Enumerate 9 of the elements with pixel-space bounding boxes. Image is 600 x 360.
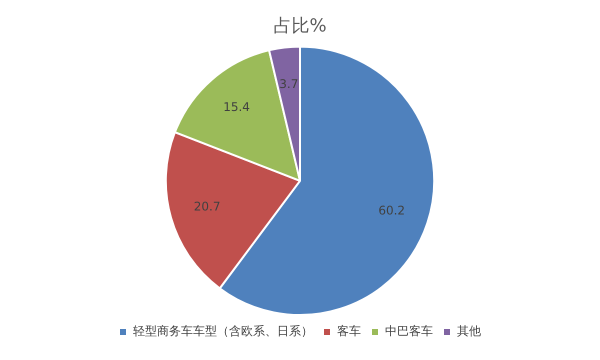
data-label: 20.7	[194, 200, 220, 214]
legend-label: 中巴客车	[385, 324, 433, 338]
legend-label: 其他	[457, 324, 481, 338]
data-label: 3.7	[279, 76, 298, 91]
chart-title: 占比%	[273, 15, 327, 36]
data-label: 15.4	[223, 100, 250, 114]
legend-label: 轻型商务车车型（含欧系、日系）	[133, 324, 313, 338]
legend-label: 客车	[337, 324, 361, 338]
data-label: 60.2	[378, 203, 406, 218]
